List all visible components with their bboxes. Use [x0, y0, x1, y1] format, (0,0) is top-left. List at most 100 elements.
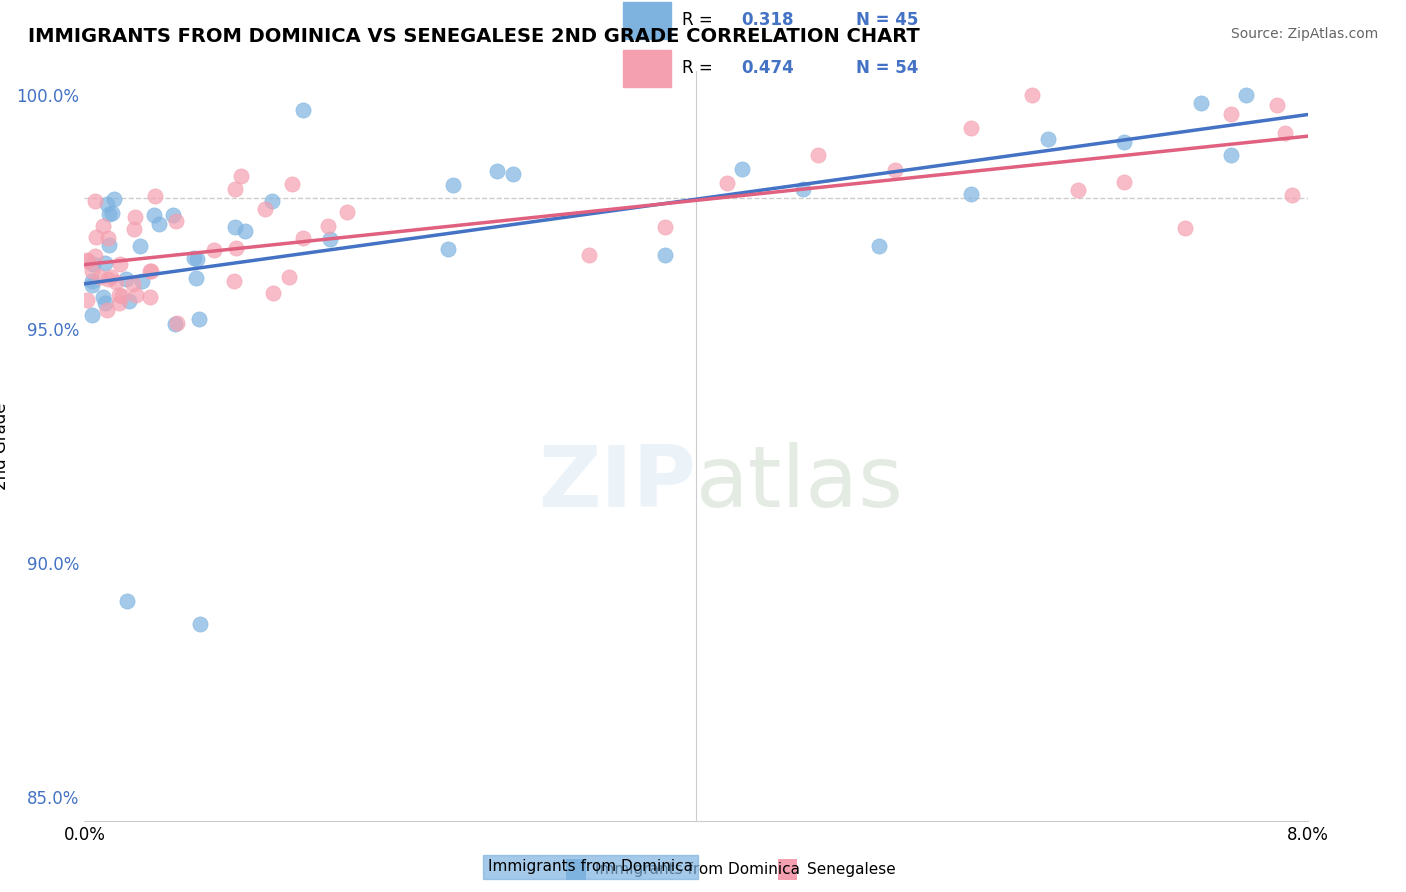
Y-axis label: 2nd Grade: 2nd Grade [0, 402, 10, 490]
Point [82, 257, 104, 271]
Point [83, 194, 105, 208]
Point [731, 161, 754, 176]
Text: 0.318: 0.318 [741, 11, 794, 29]
Point [441, 178, 464, 192]
Point [1220, 106, 1243, 120]
Text: 0.474: 0.474 [741, 59, 794, 77]
Point [80, 264, 103, 278]
Point [222, 274, 245, 288]
Point [262, 194, 284, 208]
Point [960, 121, 983, 136]
Text: Senegalese: Senegalese [807, 863, 896, 877]
Point [76, 252, 98, 267]
Point [1021, 87, 1043, 102]
Point [80, 278, 103, 293]
Point [142, 208, 165, 222]
FancyBboxPatch shape [623, 2, 671, 39]
Point [100, 269, 122, 284]
Point [437, 242, 460, 256]
Point [94, 296, 117, 310]
Point [139, 263, 162, 277]
Point [485, 163, 508, 178]
Point [166, 316, 188, 330]
Point [654, 219, 676, 234]
Point [1114, 175, 1136, 189]
Point [98, 206, 121, 220]
Point [869, 239, 891, 253]
Point [224, 182, 246, 196]
Point [80, 274, 103, 288]
Text: Immigrants from Dominica: Immigrants from Dominica [596, 863, 800, 877]
Point [1114, 135, 1136, 149]
Point [225, 241, 247, 255]
Point [1236, 87, 1258, 102]
Point [118, 293, 141, 308]
Point [165, 317, 187, 331]
Point [502, 167, 524, 181]
Point [129, 239, 152, 253]
Point [254, 202, 277, 216]
Point [122, 222, 145, 236]
Point [187, 311, 209, 326]
Point [235, 224, 257, 238]
Point [184, 271, 207, 285]
FancyBboxPatch shape [623, 50, 671, 87]
Point [89, 270, 111, 285]
Point [115, 593, 138, 607]
Text: Immigrants from Dominica: Immigrants from Dominica [488, 859, 693, 874]
Point [103, 192, 125, 206]
Point [1281, 188, 1303, 202]
Point [80, 309, 103, 323]
Point [278, 270, 301, 285]
Point [1036, 132, 1059, 146]
Point [188, 616, 211, 631]
Point [291, 103, 314, 118]
Point [1189, 96, 1212, 111]
Text: IMMIGRANTS FROM DOMINICA VS SENEGALESE 2ND GRADE CORRELATION CHART: IMMIGRANTS FROM DOMINICA VS SENEGALESE 2… [28, 27, 920, 45]
Text: N = 54: N = 54 [856, 59, 918, 77]
Text: ZIP: ZIP [538, 442, 696, 525]
Point [1067, 184, 1090, 198]
Point [97, 272, 120, 286]
Point [111, 289, 134, 303]
Point [654, 248, 676, 262]
Point [104, 275, 127, 289]
Point [183, 252, 205, 266]
Point [1174, 221, 1197, 235]
Text: atlas: atlas [696, 442, 904, 525]
Point [336, 205, 359, 219]
Point [138, 290, 160, 304]
Point [148, 217, 170, 231]
Point [108, 287, 131, 301]
Point [124, 288, 146, 302]
Point [76, 293, 98, 307]
Point [1265, 98, 1288, 112]
Point [97, 237, 120, 252]
Text: R =: R = [682, 11, 718, 29]
FancyBboxPatch shape [565, 859, 585, 880]
Text: R =: R = [682, 59, 718, 77]
Point [96, 196, 118, 211]
Point [186, 252, 208, 266]
Point [97, 231, 120, 245]
Point [108, 257, 131, 271]
Point [1220, 148, 1243, 162]
Point [84, 250, 107, 264]
Point [578, 248, 600, 262]
Point [792, 182, 814, 196]
Point [91, 290, 114, 304]
Point [76, 254, 98, 268]
Point [319, 232, 342, 246]
Point [165, 213, 187, 227]
Point [91, 219, 114, 234]
Point [84, 230, 107, 244]
Point [960, 187, 983, 202]
Point [100, 206, 122, 220]
Point [224, 220, 246, 235]
Point [131, 274, 153, 288]
Point [115, 272, 138, 286]
Point [108, 296, 131, 310]
Point [96, 303, 118, 318]
Point [202, 243, 225, 257]
Text: N = 45: N = 45 [856, 11, 918, 29]
